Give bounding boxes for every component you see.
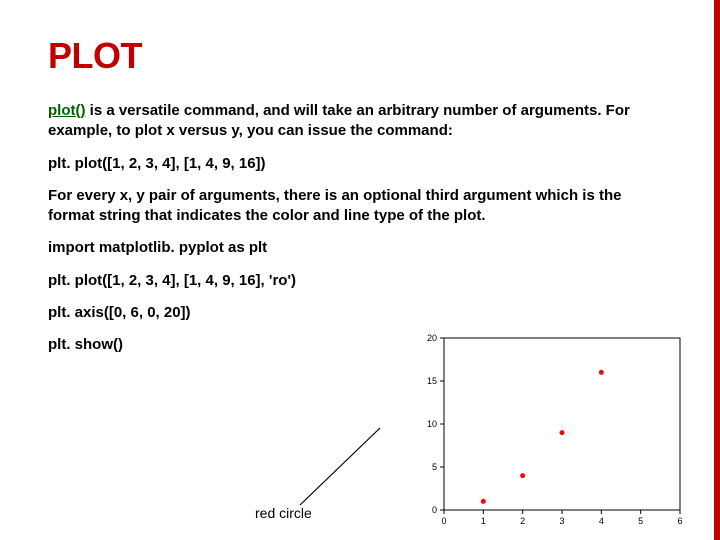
svg-text:5: 5 [432,462,437,472]
svg-text:10: 10 [427,419,437,429]
annotation-label: red circle [255,505,312,521]
code-line-1: plt. plot([1, 2, 3, 4], [1, 4, 9, 16]) [48,154,648,174]
svg-text:0: 0 [441,516,446,526]
slide-content: PLOT plot() is a versatile command, and … [0,0,720,355]
svg-text:3: 3 [559,516,564,526]
intro-paragraph: plot() is a versatile command, and will … [48,101,648,142]
svg-text:0: 0 [432,505,437,515]
svg-text:6: 6 [677,516,682,526]
code-axis: plt. axis([0, 6, 0, 20]) [48,303,378,323]
svg-text:20: 20 [427,333,437,343]
svg-text:15: 15 [427,376,437,386]
plot-function-link[interactable]: plot() [48,102,85,119]
code-plot: plt. plot([1, 2, 3, 4], [1, 4, 9, 16], '… [48,271,408,291]
code-show: plt. show() [48,335,378,355]
format-paragraph: For every x, y pair of arguments, there … [48,186,648,227]
page-title: PLOT [48,35,680,77]
svg-text:1: 1 [481,516,486,526]
scatter-chart: 0 1 2 3 4 5 6 0 5 10 15 20 [412,330,692,530]
svg-text:2: 2 [520,516,525,526]
code-import: import matplotlib. pyplot as plt [48,238,408,258]
svg-text:5: 5 [638,516,643,526]
annotation-arrow [280,420,390,510]
svg-text:4: 4 [599,516,604,526]
intro-text: is a versatile command, and will take an… [48,102,630,139]
